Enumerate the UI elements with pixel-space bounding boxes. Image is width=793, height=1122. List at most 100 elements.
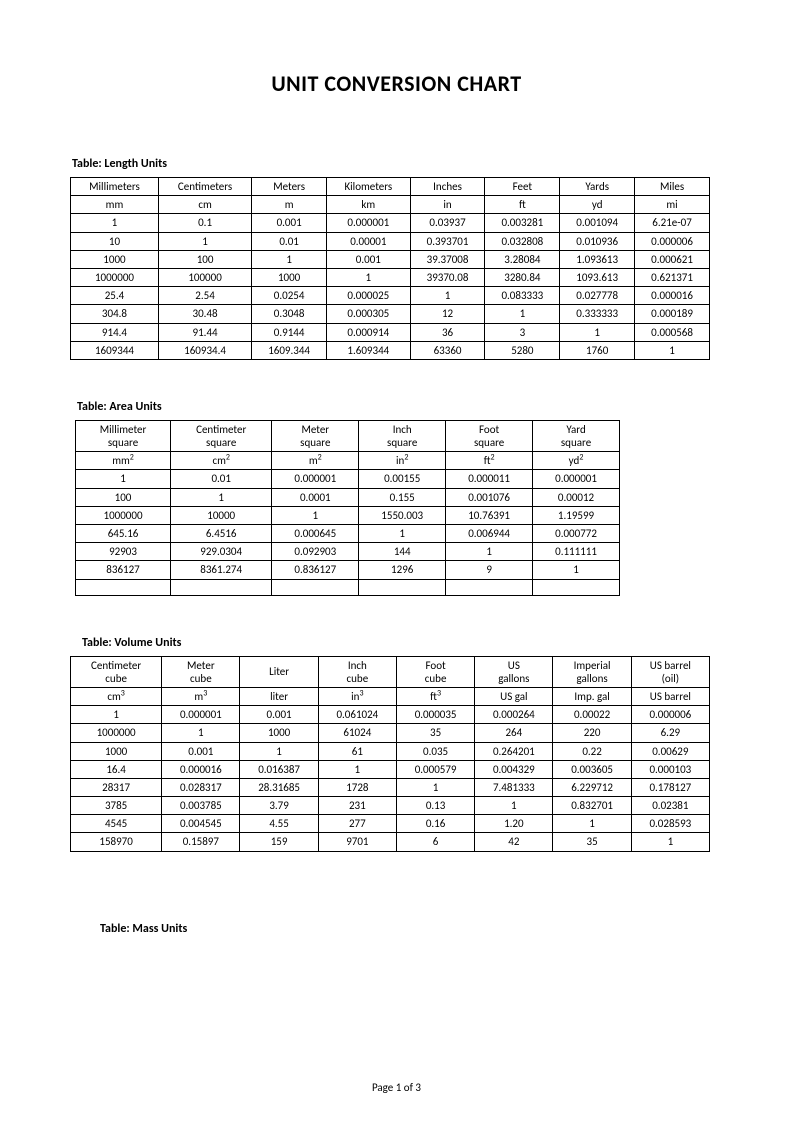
cell: 277 <box>318 815 396 833</box>
col-header: Inchsquare <box>359 420 446 451</box>
cell: 0.006944 <box>446 525 533 543</box>
col-header: USgallons <box>475 656 553 687</box>
col-symbol: US gal <box>475 687 553 705</box>
cell: 1 <box>560 323 635 341</box>
cell: 0.083333 <box>485 287 560 305</box>
cell: 0.1 <box>158 214 251 232</box>
cell: 61 <box>318 742 396 760</box>
table-row: 100010010.00139.370083.280841.0936130.00… <box>71 250 710 268</box>
table-row: 45450.0045454.552770.161.2010.028593 <box>71 815 710 833</box>
cell: 0.028317 <box>162 778 240 796</box>
cell: 3.79 <box>240 797 318 815</box>
col-symbol: US barrel <box>631 687 709 705</box>
table-row: 16.40.0000160.01638710.0005790.0043290.0… <box>71 760 710 778</box>
col-symbol: cm3 <box>71 687 162 705</box>
cell: 0.832701 <box>553 797 631 815</box>
cell: 0.000772 <box>533 525 620 543</box>
col-symbol: ft3 <box>396 687 474 705</box>
cell: 3280.84 <box>485 268 560 286</box>
cell: 61024 <box>318 724 396 742</box>
cell: 0.0001 <box>272 488 359 506</box>
table-row: 304.830.480.30480.0003051210.3333330.000… <box>71 305 710 323</box>
cell: 3.28084 <box>485 250 560 268</box>
length-header-row: Millimeters Centimeters Meters Kilometer… <box>71 178 710 196</box>
cell <box>76 579 171 595</box>
col-header: Yardsquare <box>533 420 620 451</box>
cell: 0.016387 <box>240 760 318 778</box>
volume-header-row: Centimetercube Metercube Liter Inchcube … <box>71 656 710 687</box>
length-symbol-row: mm cm m km in ft yd mi <box>71 196 710 214</box>
cell: 1000 <box>71 250 159 268</box>
cell: 0.000305 <box>327 305 411 323</box>
cell: 0.333333 <box>560 305 635 323</box>
cell: 836127 <box>76 561 171 579</box>
cell: 10000 <box>171 506 272 524</box>
col-header: US barrel(oil) <box>631 656 709 687</box>
length-section: Table: Length Units Millimeters Centimet… <box>70 157 723 360</box>
cell: 0.092903 <box>272 543 359 561</box>
cell: 6 <box>396 833 474 851</box>
cell: 39.37008 <box>410 250 485 268</box>
table-row: 10.0000010.0010.0610240.0000350.0002640.… <box>71 706 710 724</box>
col-header: Centimeters <box>158 178 251 196</box>
cell: 1 <box>485 305 560 323</box>
table-row: 283170.02831728.31685172817.4813336.2297… <box>71 778 710 796</box>
col-header: Inches <box>410 178 485 196</box>
table-row: 10000001100061024352642206.29 <box>71 724 710 742</box>
table-row: 645.166.45160.00064510.0069440.000772 <box>76 525 620 543</box>
cell: 9701 <box>318 833 396 851</box>
col-header: Metersquare <box>272 420 359 451</box>
cell: 0.061024 <box>318 706 396 724</box>
cell: 1 <box>533 561 620 579</box>
cell: 1 <box>71 706 162 724</box>
table-row: 1010.010.000010.3937010.0328080.0109360.… <box>71 232 710 250</box>
cell: 0.16 <box>396 815 474 833</box>
page-container: UNIT CONVERSION CHART Table: Length Unit… <box>0 0 793 982</box>
cell: 0.00022 <box>553 706 631 724</box>
cell: 9 <box>446 561 533 579</box>
cell: 0.000001 <box>272 470 359 488</box>
cell: 1.093613 <box>560 250 635 268</box>
cell: 100 <box>76 488 171 506</box>
col-header: Miles <box>635 178 710 196</box>
cell: 0.004545 <box>162 815 240 833</box>
cell: 160934.4 <box>158 341 251 359</box>
cell: 304.8 <box>71 305 159 323</box>
cell: 6.29 <box>631 724 709 742</box>
col-symbol: cm2 <box>171 452 272 470</box>
cell: 0.032808 <box>485 232 560 250</box>
cell: 0.027778 <box>560 287 635 305</box>
table-row: 10.010.0000010.001550.0000110.000001 <box>76 470 620 488</box>
col-header: Footsquare <box>446 420 533 451</box>
cell: 1 <box>240 742 318 760</box>
cell: 1 <box>252 250 327 268</box>
cell: 0.000025 <box>327 287 411 305</box>
cell: 7.481333 <box>475 778 553 796</box>
cell: 2.54 <box>158 287 251 305</box>
cell: 16.4 <box>71 760 162 778</box>
volume-caption: Table: Volume Units <box>82 636 723 650</box>
cell: 0.000645 <box>272 525 359 543</box>
table-row: 10000.0011610.0350.2642010.220.00629 <box>71 742 710 760</box>
cell: 10.76391 <box>446 506 533 524</box>
cell: 0.00012 <box>533 488 620 506</box>
table-row: 1589700.158971599701642351 <box>71 833 710 851</box>
table-row: 25.42.540.02540.00002510.0833330.0277780… <box>71 287 710 305</box>
col-header: Feet <box>485 178 560 196</box>
cell: 0.000621 <box>635 250 710 268</box>
cell: 1000000 <box>71 268 159 286</box>
table-row: 8361278361.2740.836127129691 <box>76 561 620 579</box>
cell: 10 <box>71 232 159 250</box>
cell: 0.000011 <box>446 470 533 488</box>
cell: 0.0254 <box>252 287 327 305</box>
cell: 1 <box>171 488 272 506</box>
col-symbol: mm <box>71 196 159 214</box>
col-symbol: mm2 <box>76 452 171 470</box>
cell: 6.21e-07 <box>635 214 710 232</box>
cell: 1 <box>158 232 251 250</box>
cell: 0.264201 <box>475 742 553 760</box>
cell: 1 <box>631 833 709 851</box>
cell: 0.01 <box>171 470 272 488</box>
cell <box>533 579 620 595</box>
col-symbol: Imp. gal <box>553 687 631 705</box>
